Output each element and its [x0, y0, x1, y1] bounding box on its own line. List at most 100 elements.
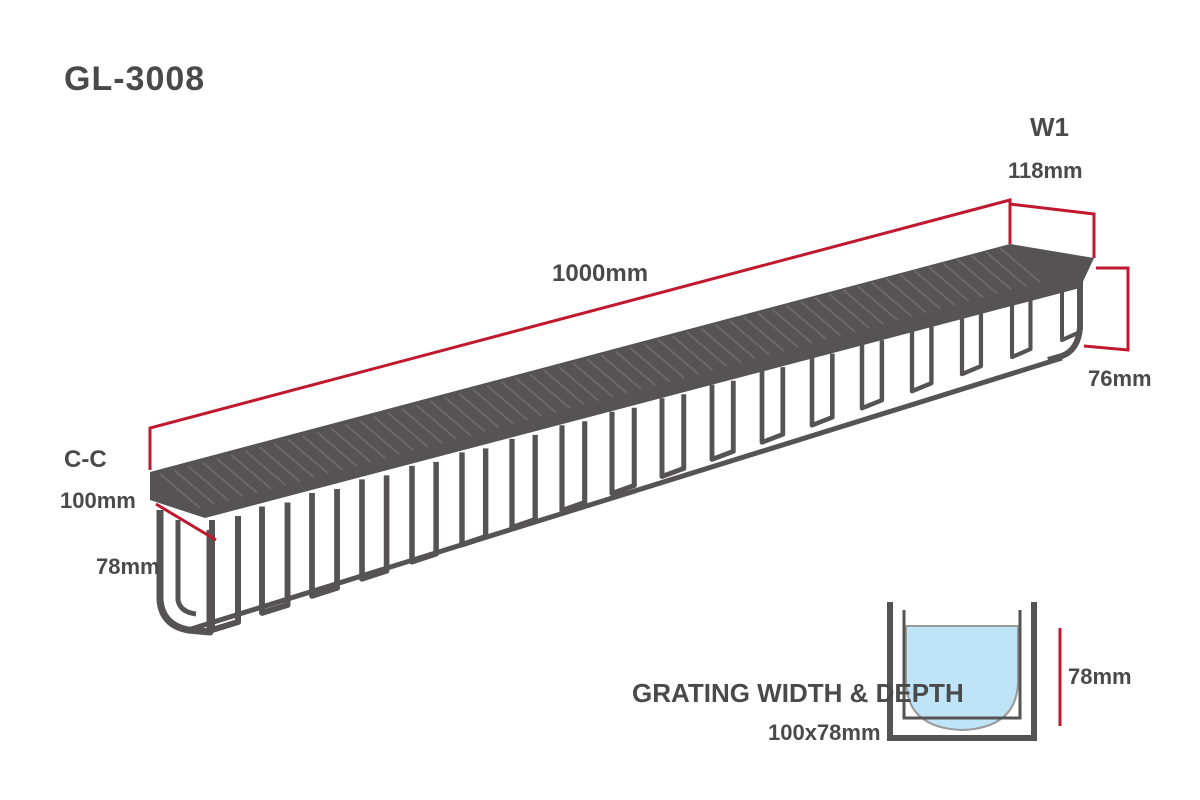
grating-slot — [871, 281, 913, 318]
grating-slot — [387, 411, 429, 448]
cross-section-sublabel: 100x78mm — [768, 720, 881, 745]
cross-section-height-label: 78mm — [1068, 664, 1132, 689]
grating-slot — [743, 316, 785, 352]
left-mark-label: C-C — [64, 446, 107, 473]
grating-slot — [985, 251, 1027, 287]
grating-slot — [486, 385, 529, 421]
grating-slot — [629, 346, 671, 383]
grating-slot — [259, 446, 301, 482]
grating-slot — [287, 438, 329, 475]
grating-slot — [885, 277, 927, 314]
channel-rib — [909, 326, 934, 394]
grating-slot — [358, 419, 400, 456]
grating-slot — [557, 365, 600, 402]
grating-slot — [899, 274, 941, 310]
top-width-label: 118mm — [1008, 158, 1083, 183]
length-dimension-line — [148, 198, 1012, 470]
grating-slot — [614, 350, 657, 387]
grating-slot — [273, 442, 315, 479]
channel-left-end-profile — [156, 510, 214, 636]
channel-rib — [309, 488, 340, 599]
grating-slot — [344, 423, 386, 459]
channel-side-ribs — [187, 286, 1082, 633]
cross-section-water — [905, 625, 1019, 732]
length-label: 1000mm — [552, 260, 649, 287]
channel-right-end-profile — [1047, 268, 1083, 363]
grating-slot — [202, 461, 244, 498]
dimension-lines — [148, 198, 1130, 726]
grating-slot — [244, 450, 287, 486]
channel-rib — [609, 407, 637, 497]
left-width-label: 100mm — [60, 488, 136, 513]
left-height-label: 78mm — [96, 554, 160, 579]
grating-slot — [330, 427, 372, 463]
channel-rib — [1009, 299, 1033, 360]
channel-rib — [809, 353, 835, 428]
channel-rib — [459, 448, 489, 548]
grating-slot — [856, 285, 899, 322]
channel-rib — [359, 475, 390, 582]
channel-bottom-rail — [187, 355, 1063, 633]
grating-slot — [714, 323, 756, 360]
left-width-dimension-line — [155, 502, 217, 542]
grating-slot — [415, 404, 457, 440]
grating-slot — [159, 473, 201, 509]
grating-slot — [771, 308, 813, 345]
channel-rib — [509, 434, 538, 531]
grating-top-surface — [150, 244, 1094, 518]
cross-section-view — [887, 602, 1037, 741]
top-width-dimension-line — [1009, 202, 1096, 258]
grating-slot — [913, 270, 956, 306]
grating-slot — [643, 343, 685, 379]
grating-slot — [586, 358, 628, 394]
channel-rib — [409, 461, 439, 565]
grating-slot — [785, 304, 828, 341]
grating-slot — [543, 369, 586, 406]
grating-slot — [928, 266, 970, 302]
channel-left-end-inner — [175, 520, 197, 617]
grating-slot — [372, 415, 415, 452]
cross-section-inner-wall — [902, 610, 1022, 720]
grating-slot — [700, 327, 742, 364]
grating-slot — [600, 354, 643, 391]
grating-slot — [842, 289, 885, 325]
grating-slot — [529, 373, 571, 410]
grating-slot — [429, 400, 472, 436]
grating-slot — [301, 434, 344, 471]
grating-slot — [814, 297, 856, 333]
channel-rib — [859, 340, 885, 411]
grating-slot — [757, 312, 799, 348]
grating-slot — [173, 469, 215, 505]
grating-slot — [956, 258, 998, 295]
grating-slot — [187, 465, 230, 502]
grating-slot — [657, 339, 699, 375]
channel-rib — [259, 502, 291, 616]
channel-rib — [659, 394, 687, 479]
grating-slot — [828, 293, 870, 329]
top-mark-label: W1 — [1030, 112, 1069, 142]
grating-slot — [501, 381, 543, 417]
grating-slot — [444, 396, 486, 433]
grating-slot — [401, 408, 443, 444]
right-height-label: 76mm — [1088, 366, 1152, 391]
grating-slot — [216, 457, 258, 494]
grating-slot — [315, 431, 358, 467]
grating-slot — [728, 320, 771, 356]
grating-slot — [572, 362, 614, 398]
grating-slot — [458, 392, 500, 429]
channel-rib — [559, 421, 588, 514]
grating-slot — [970, 254, 1013, 291]
grating-slot — [671, 335, 714, 371]
cross-section-label: GRATING WIDTH & DEPTH — [632, 678, 964, 708]
cross-section-outer-wall — [887, 602, 1037, 741]
grating-slot — [942, 262, 984, 299]
grating-slot — [230, 454, 272, 490]
product-code: GL-3008 — [64, 60, 206, 98]
right-height-dimension-line — [1083, 266, 1130, 352]
channel-rib — [759, 367, 786, 445]
grating-slot — [472, 388, 514, 425]
channel-rib — [709, 380, 736, 462]
grating-slot — [515, 377, 557, 413]
